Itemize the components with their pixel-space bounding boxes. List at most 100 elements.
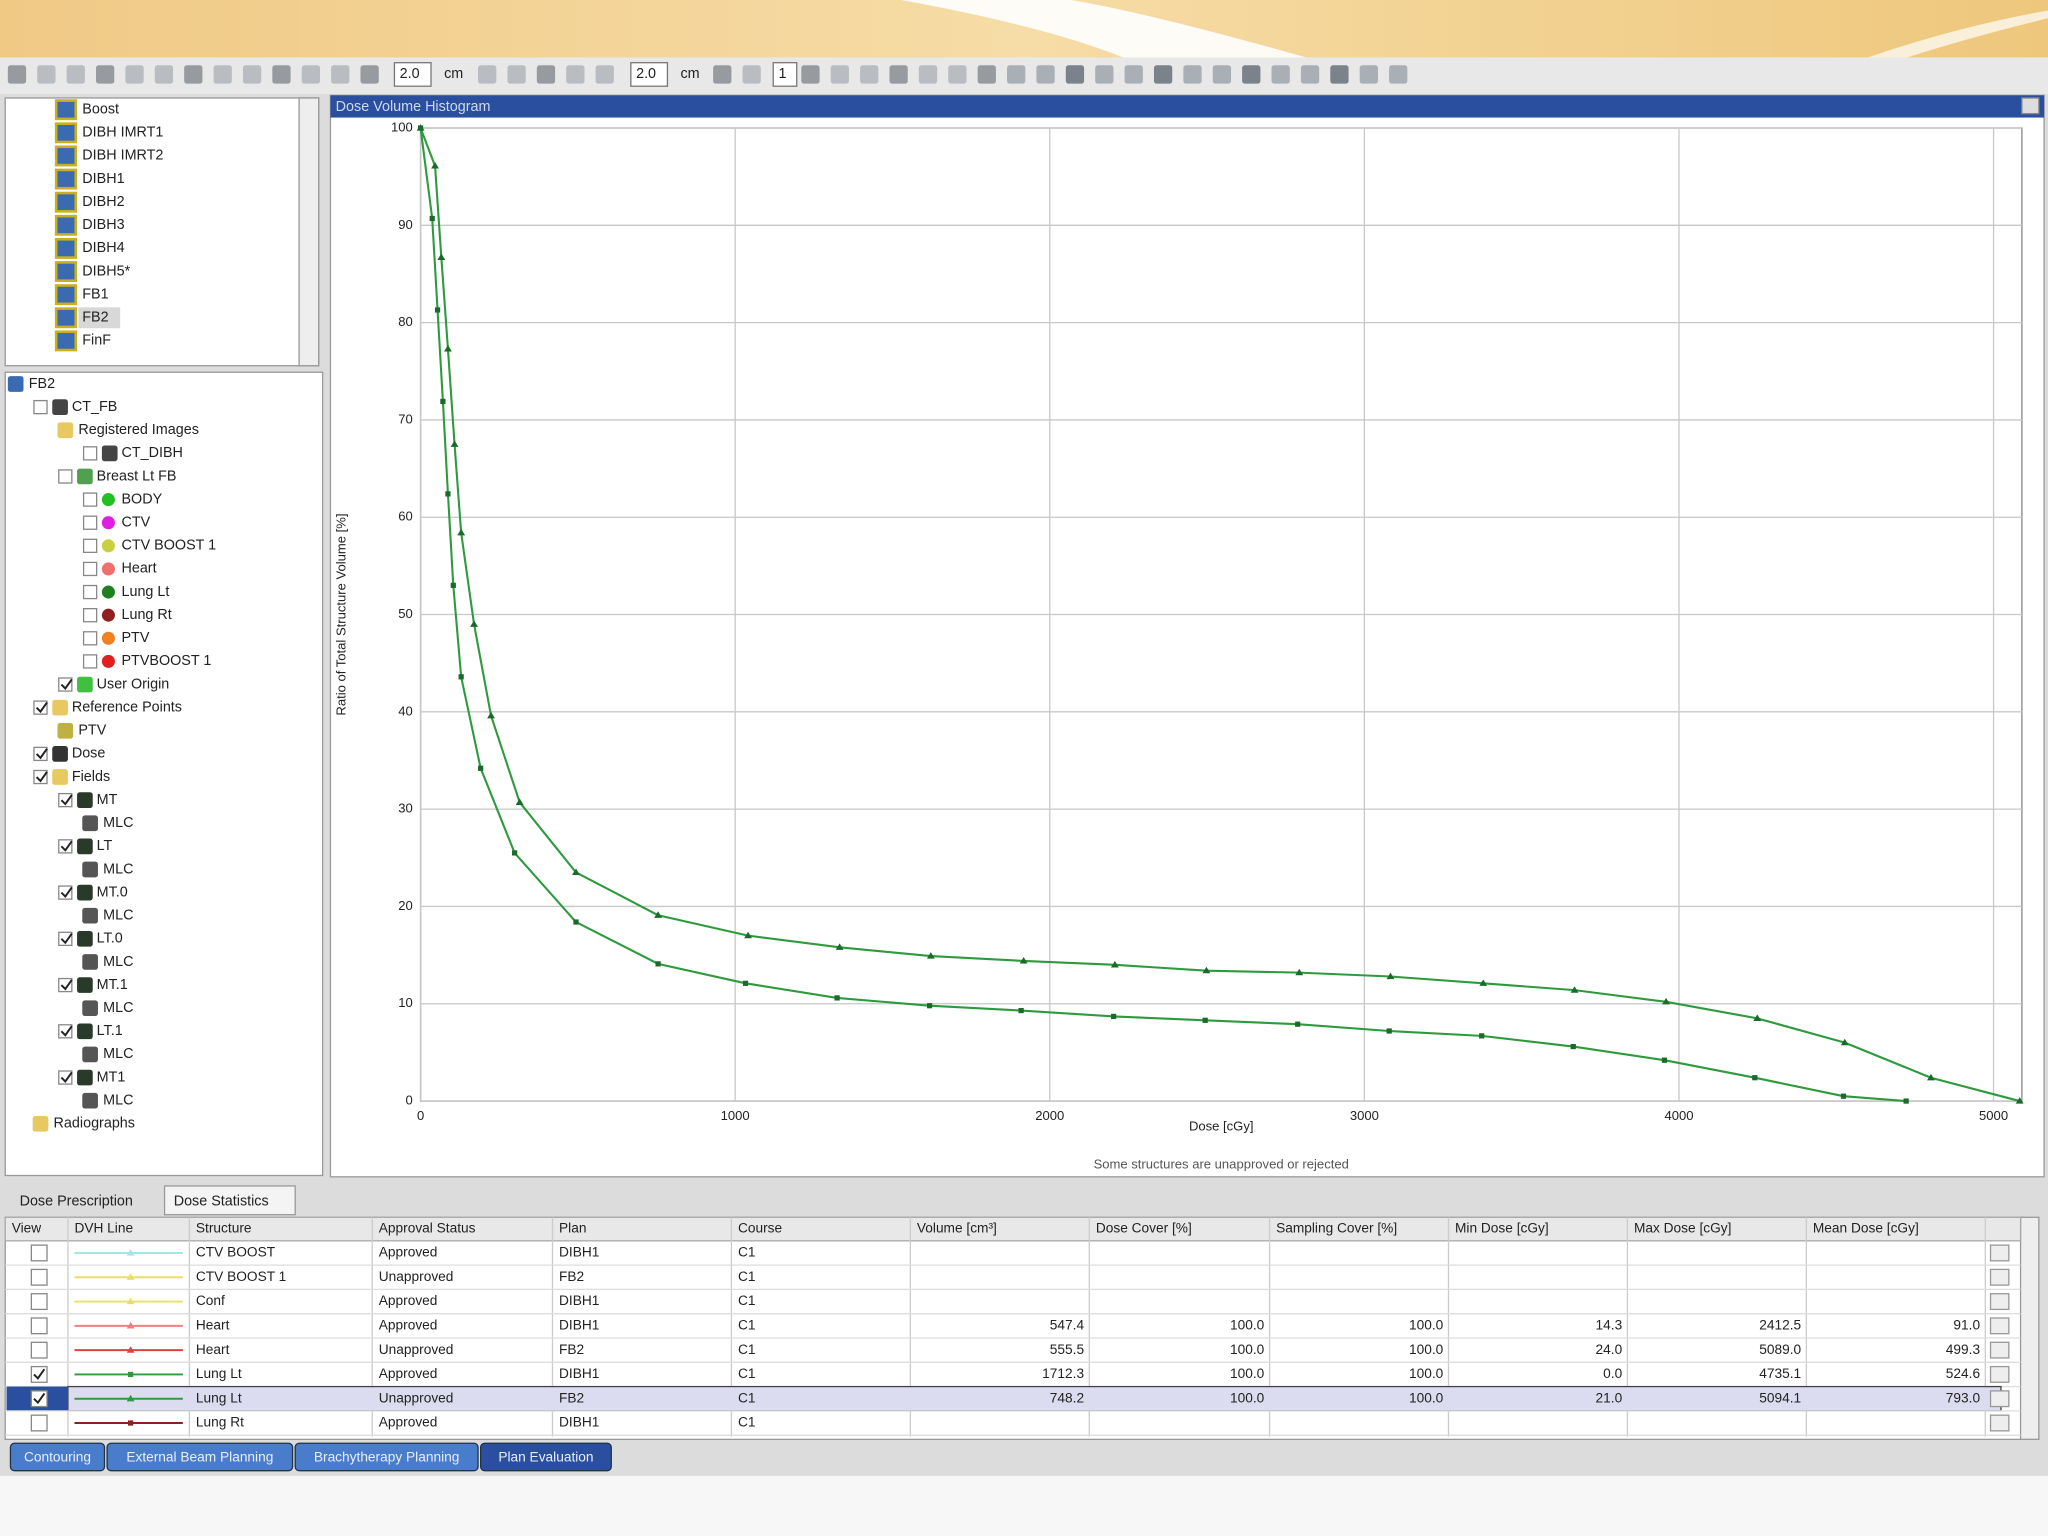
column-header[interactable]: Min Dose [cGy] (1455, 1221, 1549, 1236)
tree-checkbox[interactable] (33, 399, 48, 415)
toolbar-button[interactable] (360, 65, 379, 84)
toolbar-button[interactable] (213, 65, 232, 84)
tree-item[interactable]: MLC (103, 815, 133, 831)
tree-item[interactable]: LT (97, 838, 113, 854)
toolbar-button[interactable] (1095, 65, 1114, 84)
plan-item[interactable]: DIBH IMRT1 (82, 125, 163, 141)
toolbar-button[interactable] (860, 65, 879, 84)
toolbar-button[interactable] (96, 65, 115, 84)
view-checkbox[interactable] (30, 1268, 48, 1286)
maximize-button[interactable] (2021, 97, 2040, 115)
column-header[interactable]: View (12, 1221, 42, 1236)
toolbar-input[interactable] (772, 62, 798, 87)
tab[interactable]: Dose Prescription (20, 1193, 133, 1209)
row-dropdown[interactable] (1989, 1293, 2010, 1311)
toolbar-button[interactable] (1007, 65, 1026, 84)
tree-checkbox[interactable] (58, 469, 73, 484)
toolbar-button[interactable] (1124, 65, 1143, 84)
toolbar-button[interactable] (37, 65, 56, 84)
view-checkbox[interactable] (30, 1390, 48, 1408)
plan-item[interactable]: DIBH2 (82, 194, 124, 210)
view-checkbox[interactable] (30, 1293, 48, 1311)
tree-checkbox[interactable] (58, 839, 73, 854)
toolbar-button[interactable] (331, 65, 350, 84)
column-header[interactable]: DVH Line (74, 1221, 133, 1236)
row-dropdown[interactable] (1989, 1365, 2010, 1383)
tree-item[interactable]: LT.1 (97, 1023, 123, 1039)
toolbar-button[interactable] (184, 65, 203, 84)
plan-item[interactable]: DIBH4 (82, 240, 124, 256)
plan-item[interactable]: Boost (82, 102, 119, 118)
toolbar-button[interactable] (1300, 65, 1320, 84)
module-tab[interactable] (9, 1442, 106, 1472)
tree-checkbox[interactable] (82, 515, 98, 530)
toolbar-button[interactable] (1183, 65, 1202, 84)
tree-checkbox[interactable] (82, 584, 98, 600)
toolbar-button[interactable] (1359, 65, 1378, 84)
toolbar-button[interactable] (125, 65, 144, 84)
module-tab[interactable] (106, 1442, 294, 1472)
tree-item[interactable]: MLC (103, 954, 133, 970)
toolbar-button[interactable] (977, 65, 996, 84)
row-dropdown[interactable] (1989, 1244, 2010, 1262)
toolbar-button[interactable] (66, 65, 85, 84)
tree-item[interactable]: User Origin (97, 676, 170, 692)
view-checkbox[interactable] (30, 1365, 48, 1383)
toolbar-button[interactable] (242, 65, 262, 84)
toolbar-input[interactable] (630, 62, 669, 87)
tree-item[interactable]: CT_FB (72, 399, 117, 415)
tree-item[interactable]: MLC (103, 1046, 133, 1062)
row-dropdown[interactable] (1989, 1414, 2010, 1432)
plan-item[interactable]: DIBH IMRT2 (82, 148, 163, 164)
tree-checkbox[interactable] (58, 792, 73, 808)
module-tab-label[interactable]: External Beam Planning (126, 1449, 273, 1464)
tree-item[interactable]: CTV (121, 515, 150, 531)
tree-item[interactable]: CTV BOOST 1 (121, 538, 216, 554)
column-header[interactable]: Sampling Cover [%] (1276, 1221, 1397, 1236)
tree-item[interactable]: MT (97, 792, 118, 808)
tree-checkbox[interactable] (58, 931, 73, 947)
tree-checkbox[interactable] (82, 492, 98, 507)
toolbar-input[interactable] (393, 62, 432, 87)
tree-item[interactable]: Lung Lt (121, 584, 169, 600)
column-header[interactable]: Course (738, 1221, 783, 1236)
column-header[interactable]: Volume [cm³] (917, 1221, 997, 1236)
toolbar-button[interactable] (1036, 65, 1055, 84)
toolbar-button[interactable] (948, 65, 967, 84)
tree-item[interactable]: MLC (103, 1092, 133, 1108)
toolbar-button[interactable] (889, 65, 908, 84)
tree-item[interactable]: Radiographs (54, 1116, 135, 1132)
column-header[interactable]: Approval Status (379, 1221, 476, 1236)
toolbar-button[interactable] (713, 65, 732, 84)
row-dropdown[interactable] (1989, 1390, 2010, 1408)
toolbar-button[interactable] (1212, 65, 1232, 84)
row-dropdown[interactable] (1989, 1268, 2010, 1286)
module-tab-label[interactable]: Contouring (24, 1449, 91, 1464)
tree-item[interactable]: Fields (72, 769, 110, 785)
toolbar-button[interactable] (1065, 65, 1085, 84)
toolbar-button[interactable] (1242, 65, 1261, 84)
plan-item[interactable]: DIBH5* (82, 263, 130, 279)
plan-scrollbar[interactable] (298, 97, 320, 367)
tree-item[interactable]: PTV (78, 723, 106, 739)
tab-active[interactable] (163, 1185, 296, 1216)
view-checkbox[interactable] (30, 1244, 48, 1262)
toolbar-button[interactable] (478, 65, 497, 84)
tree-checkbox[interactable] (82, 654, 98, 669)
plan-item[interactable]: FB2 (82, 310, 108, 326)
tree-item[interactable]: Lung Rt (121, 607, 171, 623)
row-dropdown[interactable] (1989, 1341, 2010, 1359)
toolbar-button[interactable] (742, 65, 761, 84)
tab[interactable]: Dose Statistics (174, 1193, 269, 1209)
toolbar-button[interactable] (7, 65, 27, 84)
module-tab[interactable] (294, 1442, 479, 1472)
toolbar-button[interactable] (830, 65, 849, 84)
column-header[interactable]: Dose Cover [%] (1096, 1221, 1192, 1236)
view-checkbox[interactable] (30, 1341, 48, 1359)
toolbar-button[interactable] (566, 65, 585, 84)
module-tab[interactable] (480, 1442, 612, 1472)
tree-checkbox[interactable] (82, 446, 98, 461)
tree-checkbox[interactable] (82, 631, 98, 646)
module-tab-label[interactable]: Brachytherapy Planning (314, 1449, 460, 1464)
tree-item[interactable]: Reference Points (72, 699, 182, 715)
